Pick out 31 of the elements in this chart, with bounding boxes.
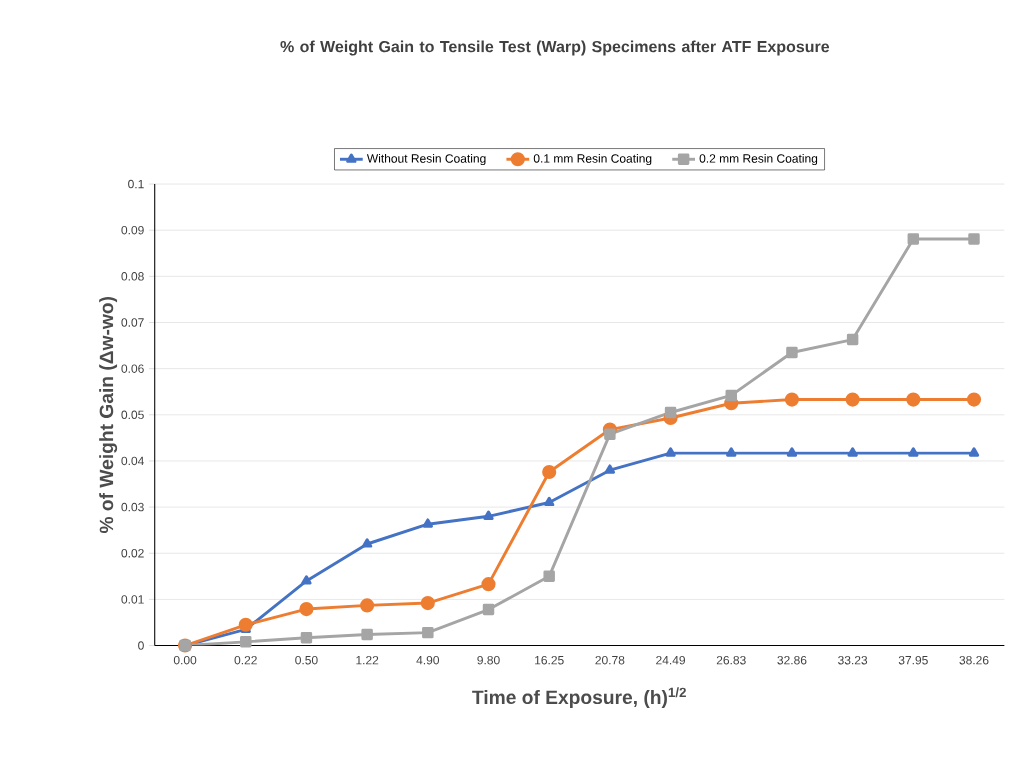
y-tick-label: 0.06: [121, 364, 144, 373]
y-axis-title: % of Weight Gain (Δw-wo): [99, 296, 118, 533]
x-tick-label: 9.80: [477, 655, 500, 665]
x-tick-label: 37.95: [898, 655, 928, 665]
y-tick-label: 0.03: [121, 502, 144, 512]
x-tick-label: 0.00: [173, 655, 197, 665]
y-tick-label: 0.07: [121, 318, 144, 327]
legend-label: 0.2 mm Resin Coating: [699, 153, 818, 165]
x-tick-label: 16.25: [535, 655, 564, 665]
y-tick-label: 0.05: [121, 410, 144, 419]
legend-label: 0.1 mm Resin Coating: [533, 153, 652, 165]
y-tick-label: 0.04: [121, 456, 144, 466]
x-tick-label: 24.49: [656, 655, 686, 665]
y-tick-label: 0.09: [121, 225, 144, 235]
x-axis-title: Time of Exposure, (h)$^{1/2}$: [472, 687, 686, 708]
legend-label: Without Resin Coating: [366, 153, 486, 165]
y-tick-label: 0: [138, 641, 144, 650]
x-tick-label: 4.90: [416, 655, 440, 665]
y-tick-label: 0.02: [121, 548, 144, 558]
chart-title: % of Weight Gain to Tensile Test (Warp) Specimens after ATF Exposure: [280, 40, 830, 56]
x-tick-label: 0.22: [234, 655, 257, 665]
x-tick-label: 33.23: [838, 655, 868, 665]
x-tick-label: 20.78: [595, 655, 625, 665]
y-tick-label: 0.08: [121, 271, 144, 281]
x-tick-label: 32.86: [777, 655, 807, 665]
x-tick-label: 38.26: [959, 655, 989, 665]
y-tick-label: 0.01: [121, 595, 144, 604]
x-tick-label: 0.50: [295, 655, 318, 665]
y-tick-label: 0.1: [128, 179, 144, 189]
x-tick-label: 26.83: [716, 655, 746, 665]
x-tick-label: 1.22: [356, 655, 379, 665]
